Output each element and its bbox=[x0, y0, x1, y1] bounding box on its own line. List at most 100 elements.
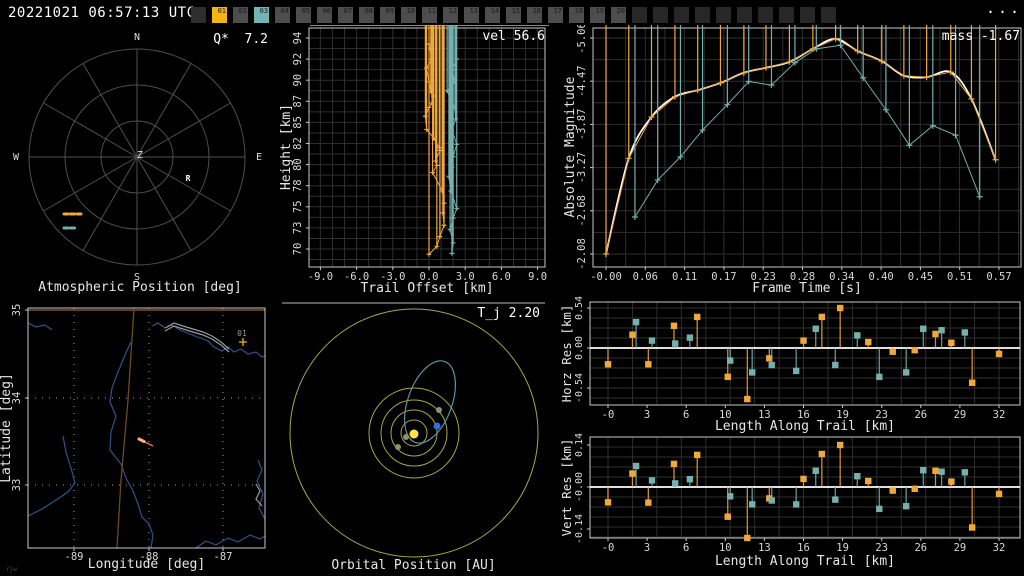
station-box[interactable] bbox=[737, 7, 752, 23]
station-box[interactable] bbox=[716, 7, 731, 23]
atmospheric-position-plot: N S W E Z R bbox=[13, 32, 262, 283]
svg-text:70: 70 bbox=[292, 243, 304, 256]
timestamp: 20221021 06:57:13 UTC bbox=[8, 5, 196, 21]
svg-text:-9.0: -9.0 bbox=[308, 271, 333, 283]
svg-text:9.0: 9.0 bbox=[528, 271, 547, 283]
watermark: rjw bbox=[6, 566, 17, 573]
svg-text:-0: -0 bbox=[602, 409, 615, 421]
svg-text:3: 3 bbox=[644, 542, 650, 554]
svg-text:Latitude [deg]: Latitude [deg] bbox=[0, 373, 14, 483]
station-box-05[interactable]: 05 bbox=[296, 7, 311, 23]
station-box-12[interactable]: 12 bbox=[443, 7, 458, 23]
svg-text:0.54: 0.54 bbox=[574, 296, 585, 320]
station-box-label: 03 bbox=[259, 7, 268, 15]
station-box-17[interactable]: 17 bbox=[548, 7, 563, 23]
station-box-04[interactable]: 04 bbox=[275, 7, 290, 23]
station-box-label: 05 bbox=[301, 7, 310, 15]
svg-text:Height [km]: Height [km] bbox=[280, 104, 294, 190]
svg-text:-0.00: -0.00 bbox=[574, 472, 585, 502]
station-box-14[interactable]: 14 bbox=[485, 7, 500, 23]
station-box[interactable] bbox=[632, 7, 647, 23]
svg-text:6: 6 bbox=[683, 542, 689, 554]
svg-text:92: 92 bbox=[292, 53, 304, 66]
station-box-09[interactable]: 09 bbox=[380, 7, 395, 23]
q-factor-badge: Q* 7.2 bbox=[213, 32, 268, 47]
svg-text:0.14: 0.14 bbox=[574, 433, 585, 457]
svg-text:E: E bbox=[256, 152, 262, 163]
svg-text:26: 26 bbox=[914, 542, 927, 554]
station-box-13[interactable]: 13 bbox=[464, 7, 479, 23]
station-box-16[interactable]: 16 bbox=[527, 7, 542, 23]
station-box-15[interactable]: 15 bbox=[506, 7, 521, 23]
svg-text:0.51: 0.51 bbox=[947, 271, 972, 283]
station-box-label: 02 bbox=[238, 7, 247, 15]
station-box-01[interactable]: 01 bbox=[212, 7, 227, 23]
svg-text:-0: -0 bbox=[602, 542, 615, 554]
svg-text:-5.06: -5.06 bbox=[576, 25, 588, 54]
station-box-10[interactable]: 10 bbox=[401, 7, 416, 23]
svg-text:13: 13 bbox=[758, 409, 771, 421]
station-box[interactable] bbox=[821, 7, 836, 23]
magnitude-xlabel: Frame Time [s] bbox=[752, 281, 862, 296]
map-xlabel: Longitude [deg] bbox=[87, 557, 206, 572]
station-box-08[interactable]: 08 bbox=[359, 7, 374, 23]
station-box-20[interactable]: 20 bbox=[611, 7, 626, 23]
station-box-label: 08 bbox=[364, 7, 373, 15]
svg-text:S: S bbox=[134, 272, 140, 283]
svg-text:0.06: 0.06 bbox=[633, 271, 658, 283]
station-box-label: 11 bbox=[427, 7, 436, 15]
station-box-03[interactable]: 03 bbox=[254, 7, 269, 23]
svg-text:-88: -88 bbox=[140, 551, 159, 563]
station-box-label: 15 bbox=[511, 7, 520, 15]
station-box[interactable] bbox=[191, 7, 206, 23]
svg-text:0.34: 0.34 bbox=[829, 271, 854, 283]
svg-text:-2.68: -2.68 bbox=[576, 195, 588, 227]
svg-text:-89: -89 bbox=[65, 551, 84, 563]
station-box-19[interactable]: 19 bbox=[590, 7, 605, 23]
tisserand-badge: T_j 2.20 bbox=[477, 306, 540, 321]
svg-text:6.0: 6.0 bbox=[492, 271, 511, 283]
station-box-label: 17 bbox=[553, 7, 562, 15]
svg-text:6: 6 bbox=[683, 409, 689, 421]
svg-text:19: 19 bbox=[836, 542, 849, 554]
svg-text:23: 23 bbox=[875, 409, 888, 421]
svg-text:32: 32 bbox=[993, 542, 1006, 554]
svg-text:Vert Res [km]: Vert Res [km] bbox=[559, 439, 574, 537]
svg-text:73: 73 bbox=[292, 222, 304, 235]
station-box[interactable] bbox=[779, 7, 794, 23]
svg-text:0.23: 0.23 bbox=[751, 271, 776, 283]
svg-text:23: 23 bbox=[875, 542, 888, 554]
station-box-11[interactable]: 11 bbox=[422, 7, 437, 23]
station-box[interactable] bbox=[674, 7, 689, 23]
station-box-06[interactable]: 06 bbox=[317, 7, 332, 23]
svg-text:R: R bbox=[186, 174, 191, 183]
orbit-caption: Orbital Position [AU] bbox=[331, 558, 496, 573]
station-box[interactable] bbox=[800, 7, 815, 23]
station-box[interactable] bbox=[758, 7, 773, 23]
station-box-label: 16 bbox=[532, 7, 541, 15]
station-box-label: 12 bbox=[448, 7, 457, 15]
station-box-label: 10 bbox=[406, 7, 415, 15]
svg-text:0.28: 0.28 bbox=[790, 271, 815, 283]
svg-text:-2.08: -2.08 bbox=[576, 238, 588, 270]
station-box-label: 06 bbox=[322, 7, 331, 15]
svg-text:3: 3 bbox=[644, 409, 650, 421]
station-box[interactable] bbox=[695, 7, 710, 23]
velocity-badge: vel 56.6 bbox=[482, 29, 545, 44]
orbital-position-plot bbox=[282, 302, 545, 558]
trail-xlabel: Trail Offset [km] bbox=[360, 281, 494, 296]
svg-text:-6.0: -6.0 bbox=[344, 271, 369, 283]
station-box[interactable] bbox=[653, 7, 668, 23]
svg-text:-0.54: -0.54 bbox=[574, 373, 585, 403]
overflow-menu[interactable]: ... bbox=[986, 0, 1023, 17]
svg-text:16: 16 bbox=[797, 409, 810, 421]
station-box-label: 14 bbox=[490, 7, 499, 15]
station-box-02[interactable]: 02 bbox=[233, 7, 248, 23]
station-box-07[interactable]: 07 bbox=[338, 7, 353, 23]
svg-text:-87: -87 bbox=[214, 551, 233, 563]
svg-text:13: 13 bbox=[758, 542, 771, 554]
station-box-18[interactable]: 18 bbox=[569, 7, 584, 23]
svg-text:80: 80 bbox=[292, 158, 304, 171]
svg-text:16: 16 bbox=[797, 542, 810, 554]
